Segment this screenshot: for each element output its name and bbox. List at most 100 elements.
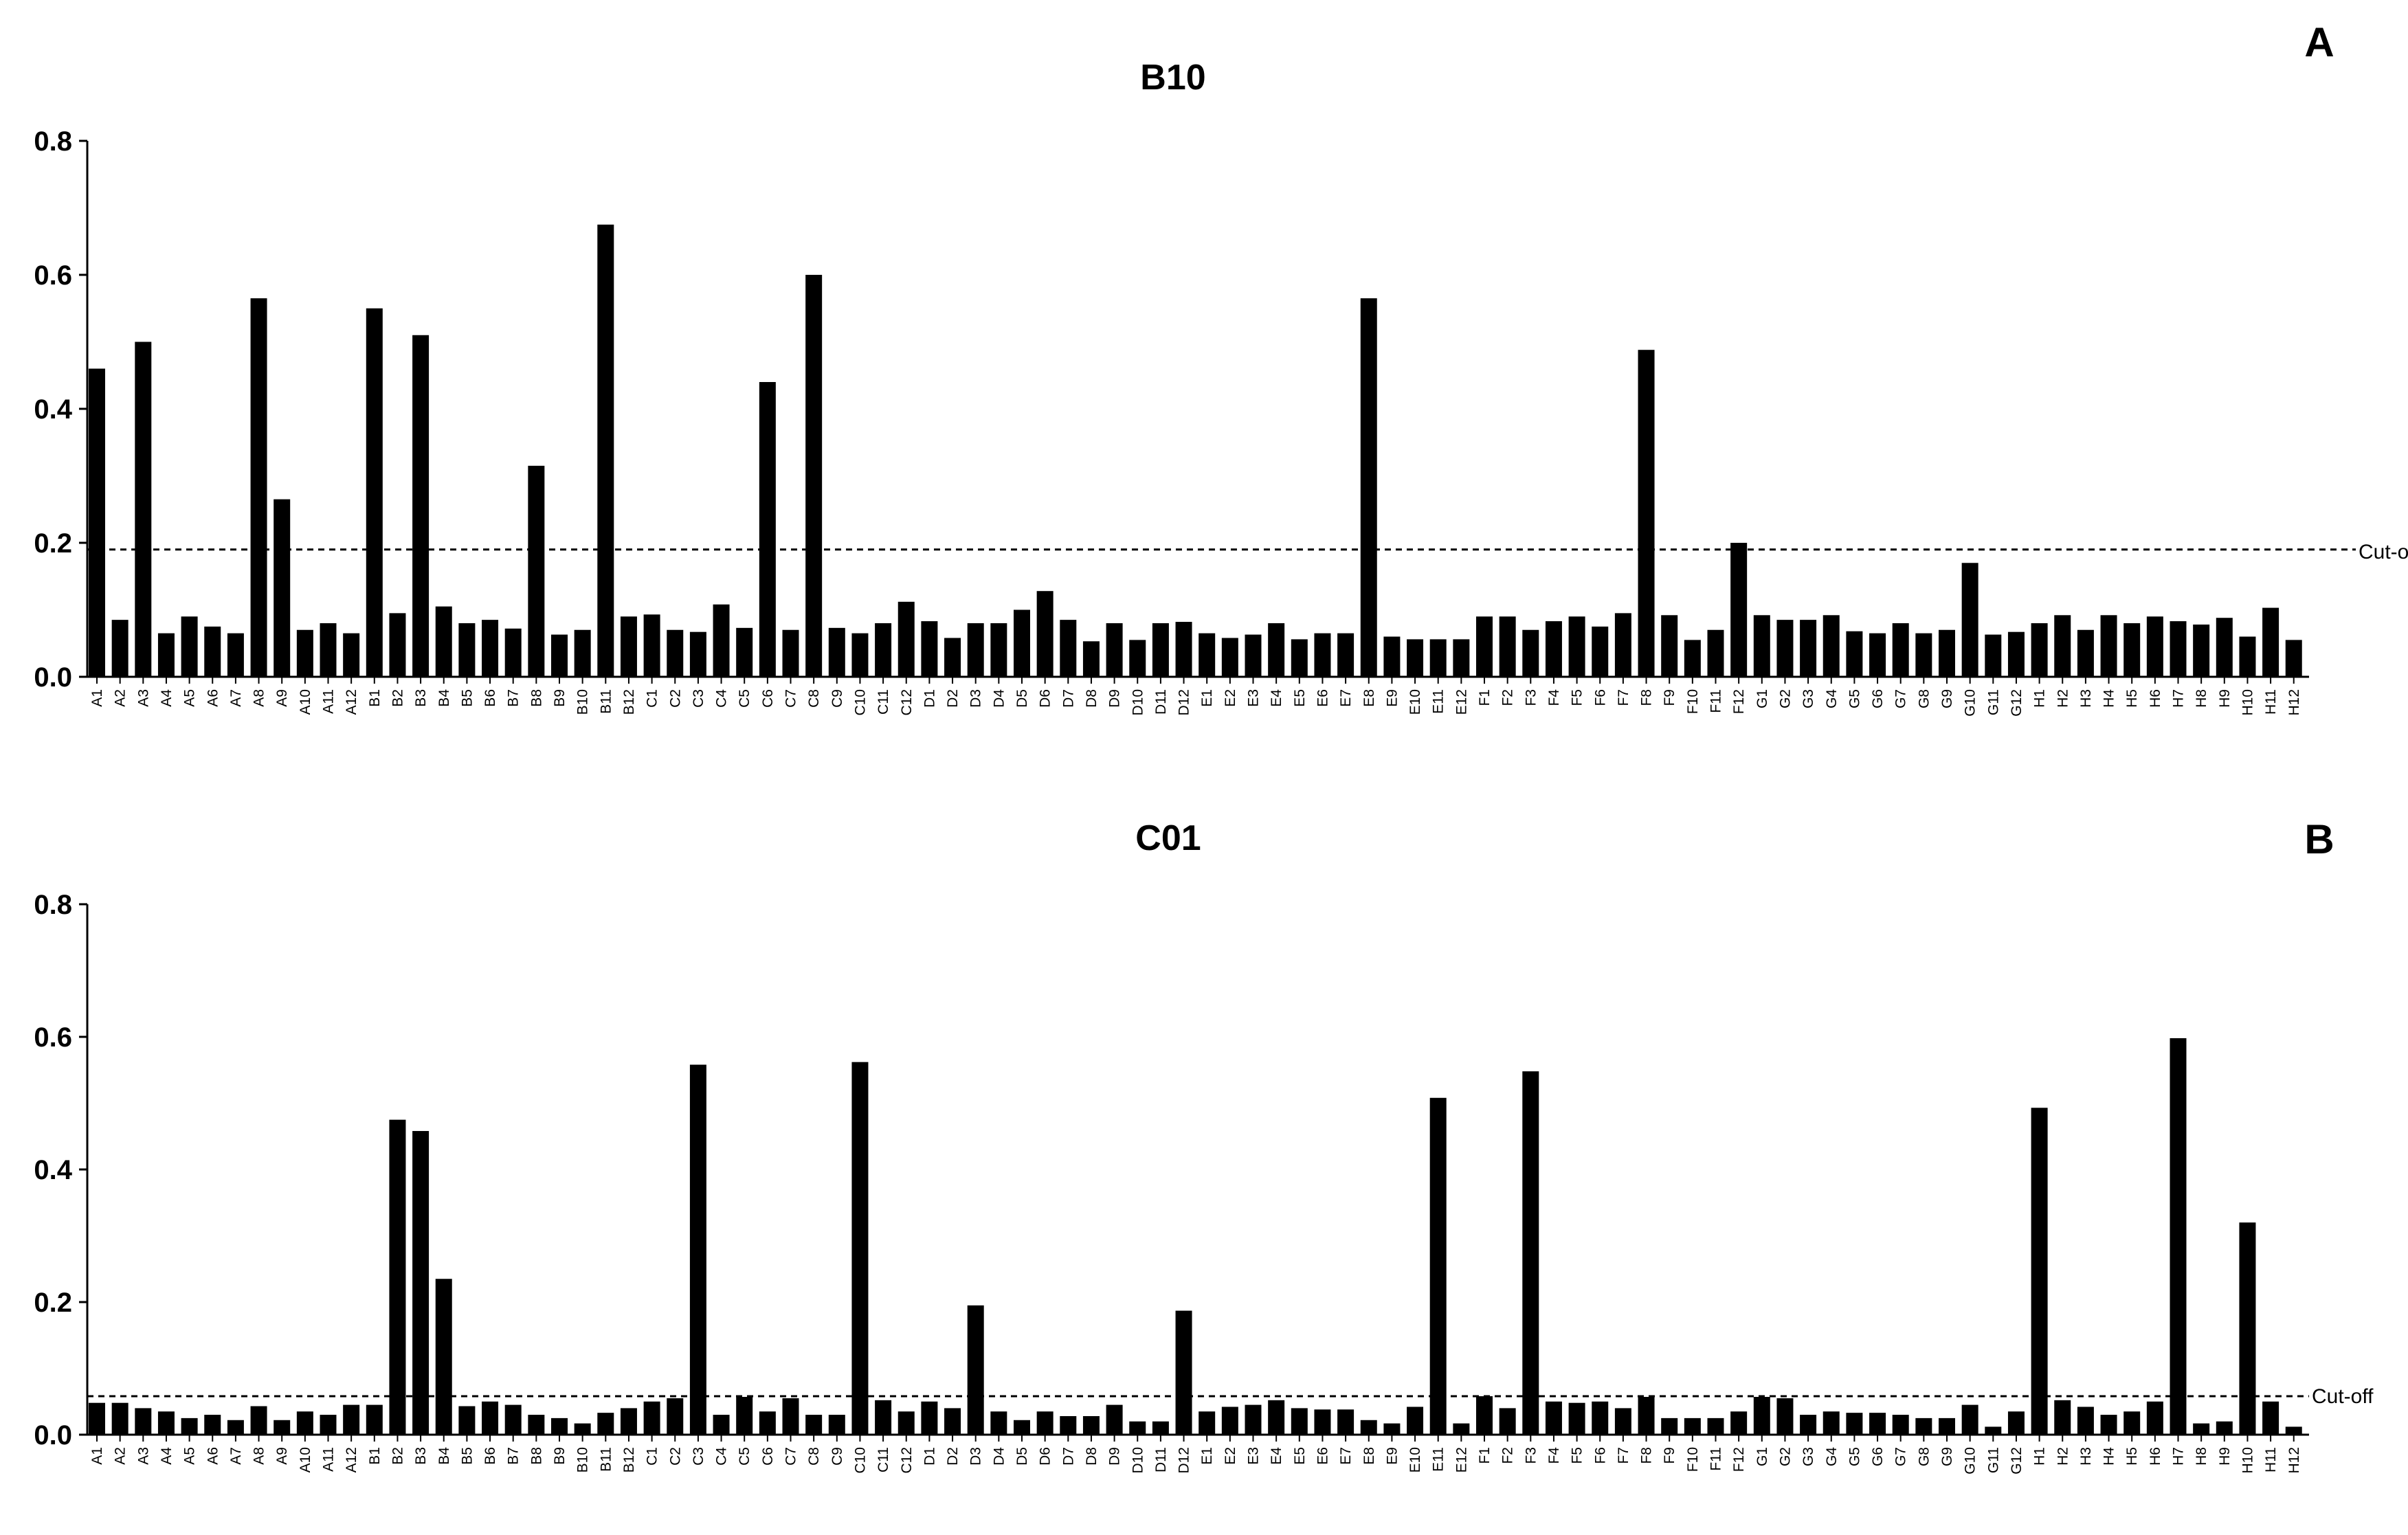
bar (2146, 1401, 2163, 1435)
bar (1082, 1415, 1100, 1435)
bar (181, 1418, 198, 1435)
x-tick-label: C12 (899, 1447, 915, 1474)
bar (250, 1406, 267, 1435)
bar (1822, 615, 1840, 677)
bar (135, 341, 152, 677)
bar (2193, 624, 2210, 677)
bar (435, 1279, 452, 1435)
x-tick-label: H2 (2055, 1447, 2071, 1466)
bar (504, 628, 522, 677)
bar (366, 308, 383, 677)
x-tick-label: D7 (1060, 1447, 1076, 1466)
x-tick-label: E3 (1246, 1447, 1262, 1465)
bar (1036, 1411, 1054, 1435)
bar (1175, 1310, 1192, 1435)
x-tick-label: B7 (506, 1447, 522, 1465)
x-tick-label: C6 (760, 689, 776, 708)
bar (1499, 1408, 1516, 1435)
x-tick-label: G10 (1963, 689, 1978, 717)
bar (250, 298, 267, 677)
bar (528, 465, 545, 677)
bar (2123, 1411, 2141, 1435)
bar (1014, 609, 1030, 677)
x-tick-label: A4 (159, 1447, 175, 1465)
bar (921, 1401, 938, 1435)
x-tick-label: F12 (1731, 689, 1747, 714)
panel-label: B (2304, 816, 2334, 862)
bar (1221, 1407, 1238, 1435)
bar (227, 1420, 244, 1435)
bar (2100, 1415, 2117, 1435)
x-tick-label: E7 (1338, 1447, 1354, 1465)
x-tick-label: E11 (1431, 1447, 1447, 1472)
x-tick-label: F7 (1616, 1447, 1631, 1464)
x-tick-label: D8 (1084, 1447, 1100, 1466)
bar (274, 1420, 291, 1435)
bar (967, 1305, 984, 1435)
bar (1407, 1407, 1424, 1435)
x-tick-label: E4 (1269, 1447, 1284, 1465)
x-tick-label: B6 (482, 1447, 498, 1465)
bar (1453, 1423, 1470, 1435)
x-tick-label: E7 (1338, 689, 1354, 707)
bar (89, 368, 105, 677)
x-tick-label: A1 (89, 689, 105, 707)
x-tick-label: C1 (645, 1447, 660, 1466)
bar (1360, 1420, 1377, 1435)
bar (1129, 640, 1146, 677)
x-tick-label: C5 (737, 689, 752, 708)
x-tick-label: D1 (922, 689, 937, 708)
bar (620, 616, 637, 677)
x-tick-label: F6 (1592, 689, 1608, 706)
bar (574, 1423, 591, 1435)
x-tick-label: F4 (1546, 1447, 1562, 1464)
x-tick-label: H2 (2055, 689, 2071, 708)
bar (574, 629, 591, 677)
bar (296, 1411, 313, 1435)
bar (1730, 1411, 1748, 1435)
y-tick-label: 0.8 (34, 890, 72, 920)
x-tick-label: F8 (1639, 689, 1655, 706)
bar (643, 1401, 660, 1435)
bar (1661, 615, 1678, 677)
x-tick-label: H10 (2240, 689, 2255, 716)
bar (528, 1415, 545, 1435)
x-tick-label: B10 (575, 1447, 591, 1472)
x-tick-label: G2 (1777, 1447, 1793, 1466)
x-tick-label: D11 (1153, 1447, 1169, 1472)
bar (2216, 618, 2233, 677)
bar (551, 1418, 568, 1435)
bar (2239, 1222, 2256, 1435)
x-tick-label: H3 (2078, 1447, 2094, 1466)
x-tick-label: G1 (1754, 1447, 1770, 1466)
x-tick-label: H4 (2102, 1447, 2117, 1466)
bar (1684, 640, 1701, 677)
bar (1707, 1418, 1724, 1435)
bar (1499, 616, 1516, 677)
x-tick-label: C10 (852, 1447, 868, 1474)
x-tick-label: H7 (2171, 1447, 2187, 1466)
x-tick-label: D2 (945, 1447, 961, 1466)
x-tick-label: H7 (2171, 689, 2187, 708)
x-tick-label: F2 (1500, 1447, 1516, 1464)
bar (1568, 616, 1585, 677)
bar (805, 1415, 823, 1435)
x-tick-label: F5 (1570, 689, 1585, 706)
bar (1383, 1423, 1401, 1435)
bar (482, 620, 499, 677)
x-tick-label: G7 (1893, 689, 1909, 708)
bar (1592, 1401, 1609, 1435)
bar (343, 633, 360, 677)
x-tick-label: F1 (1477, 1447, 1493, 1464)
x-tick-label: E4 (1269, 689, 1284, 707)
bar (1314, 633, 1331, 677)
x-tick-label: B7 (506, 689, 522, 707)
x-tick-label: B11 (598, 1447, 614, 1472)
x-tick-label: C8 (806, 689, 822, 708)
bar (412, 1131, 430, 1435)
bar (1661, 1418, 1678, 1435)
bar (1869, 633, 1886, 677)
y-tick-label: 0.0 (34, 1420, 72, 1450)
bar (689, 1064, 706, 1435)
x-tick-label: G11 (1985, 1447, 2001, 1473)
